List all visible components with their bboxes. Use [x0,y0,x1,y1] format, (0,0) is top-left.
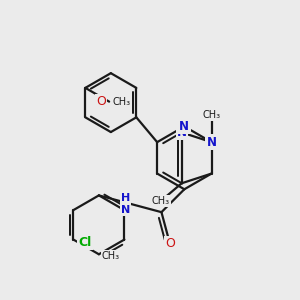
Text: CH₃: CH₃ [152,196,170,206]
Text: H
N: H N [121,193,130,214]
Text: Cl: Cl [78,236,92,249]
Text: CH₃: CH₃ [112,97,130,106]
Text: N: N [177,126,187,139]
Text: O: O [96,95,106,108]
Text: CH₃: CH₃ [202,110,220,120]
Text: CH₃: CH₃ [102,251,120,261]
Text: O: O [165,237,175,250]
Text: N: N [207,136,217,148]
Text: N: N [179,120,189,133]
